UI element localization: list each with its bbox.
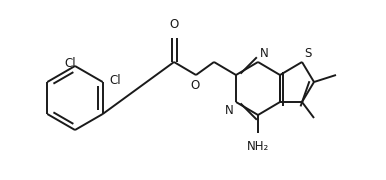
- Text: NH₂: NH₂: [247, 140, 269, 153]
- Text: N: N: [260, 47, 269, 60]
- Text: S: S: [304, 47, 312, 60]
- Text: N: N: [225, 104, 234, 117]
- Text: O: O: [169, 18, 179, 31]
- Text: Cl: Cl: [110, 75, 121, 87]
- Text: Cl: Cl: [64, 57, 76, 70]
- Text: O: O: [190, 79, 200, 92]
